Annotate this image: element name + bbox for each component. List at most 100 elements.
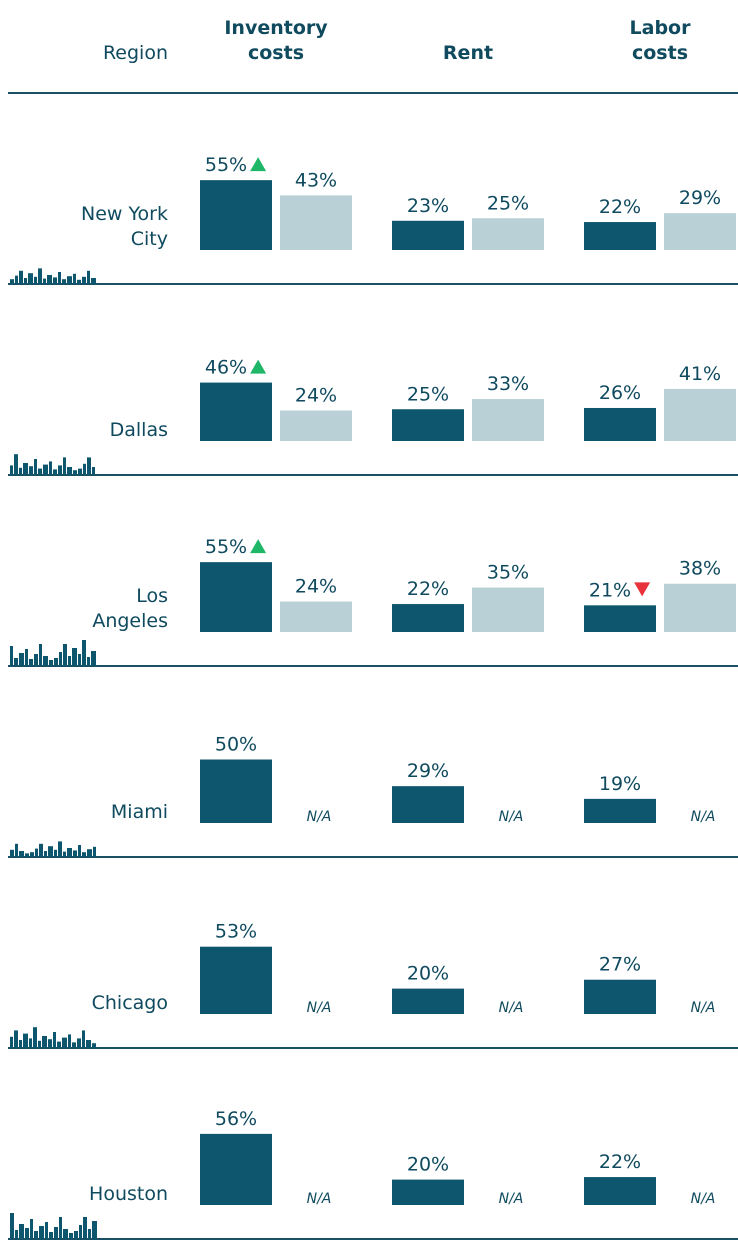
skyline-building: [79, 1225, 82, 1239]
skyline-building: [77, 1038, 81, 1048]
skyline-building: [44, 851, 47, 857]
skyline-building: [15, 1230, 18, 1239]
skyline-building: [92, 467, 95, 475]
region-label: Miami: [110, 801, 168, 823]
skyline-building: [53, 1032, 56, 1048]
skyline-building: [24, 278, 27, 284]
value-label: 22%: [599, 196, 641, 218]
skyline-building: [91, 278, 96, 284]
skyline-building: [59, 652, 62, 666]
value-label: 55%: [205, 536, 247, 558]
skyline-building: [29, 659, 33, 666]
bar: [280, 195, 352, 250]
skyline-building: [23, 1033, 28, 1048]
value-label: 27%: [599, 954, 641, 976]
skyline-building: [38, 468, 42, 475]
skyline-building: [14, 1030, 18, 1048]
column-header: Inventory costs: [224, 17, 328, 64]
skyline-building: [78, 468, 82, 475]
value-label: 24%: [295, 385, 337, 407]
skyline-building: [77, 279, 81, 284]
skyline-building: [73, 273, 76, 284]
bar: [584, 1177, 656, 1205]
skyline-building: [19, 851, 24, 857]
skyline-building: [86, 1040, 91, 1048]
skyline-building: [68, 656, 71, 666]
trend-arrow: [250, 157, 267, 172]
skyline-building: [54, 658, 58, 666]
skyline-building: [87, 849, 92, 857]
skyline-building: [34, 276, 37, 284]
value-label: 56%: [215, 1108, 257, 1130]
value-label: 41%: [679, 363, 721, 385]
na-label: N/A: [307, 809, 332, 825]
region-label: Dallas: [109, 419, 168, 441]
skyline-building: [19, 1224, 24, 1239]
value-label: 22%: [407, 578, 449, 600]
skyline-building: [43, 278, 46, 284]
skyline-building: [48, 846, 53, 857]
bar: [584, 222, 656, 250]
na-label: N/A: [307, 1000, 332, 1016]
skyline-building: [72, 648, 77, 666]
skyline-building: [53, 469, 57, 475]
skyline-building: [30, 852, 34, 857]
skyline-building: [87, 270, 90, 284]
value-label: 29%: [679, 187, 721, 209]
skyline-building: [15, 275, 18, 284]
skyline-building: [62, 1037, 67, 1048]
skyline-building: [82, 276, 86, 284]
skyline: [10, 268, 96, 284]
skyline-building: [48, 1039, 52, 1048]
bar: [280, 410, 352, 441]
skyline-building: [88, 1229, 91, 1239]
skyline-building: [62, 279, 66, 284]
bar: [392, 1179, 464, 1205]
skyline-building: [10, 1213, 14, 1239]
skyline-building: [82, 1030, 85, 1048]
skyline-building: [59, 1217, 62, 1239]
skyline-building: [38, 268, 42, 284]
bar: [664, 213, 736, 250]
bar: [664, 583, 736, 632]
skyline-building: [39, 644, 42, 666]
skyline-building: [10, 465, 13, 475]
skyline-building: [35, 848, 38, 857]
skyline-building: [93, 846, 96, 857]
skyline-building: [67, 276, 72, 284]
skyline-building: [14, 454, 18, 475]
skyline-building: [49, 660, 53, 666]
na-label: N/A: [691, 809, 716, 825]
skyline-building: [92, 1221, 97, 1239]
bar: [200, 1133, 272, 1205]
bar: [584, 605, 656, 632]
skyline-building: [54, 849, 57, 857]
bar: [200, 180, 272, 250]
skyline-building: [54, 1227, 58, 1239]
skyline-building: [10, 1036, 13, 1048]
skyline-building: [58, 272, 61, 284]
skyline-building: [63, 457, 66, 475]
bar: [584, 798, 656, 823]
skyline-building: [10, 849, 14, 857]
bar: [200, 946, 272, 1014]
bar: [392, 604, 464, 632]
column-header: Labor costs: [629, 17, 691, 64]
skyline-building: [91, 651, 96, 666]
na-label: N/A: [499, 1191, 524, 1207]
skyline-building: [15, 843, 18, 857]
skyline-building: [23, 463, 28, 475]
value-label: 33%: [487, 373, 529, 395]
skyline-building: [49, 461, 52, 475]
skyline-building: [49, 1232, 53, 1239]
value-label: 25%: [407, 383, 449, 405]
skyline-building: [25, 853, 29, 857]
skyline-building: [19, 467, 22, 475]
skyline: [10, 640, 96, 666]
value-label: 26%: [599, 382, 641, 404]
skyline-building: [30, 1219, 33, 1239]
skyline-building: [33, 1027, 37, 1048]
value-label: 55%: [205, 154, 247, 176]
skyline-building: [87, 657, 90, 666]
